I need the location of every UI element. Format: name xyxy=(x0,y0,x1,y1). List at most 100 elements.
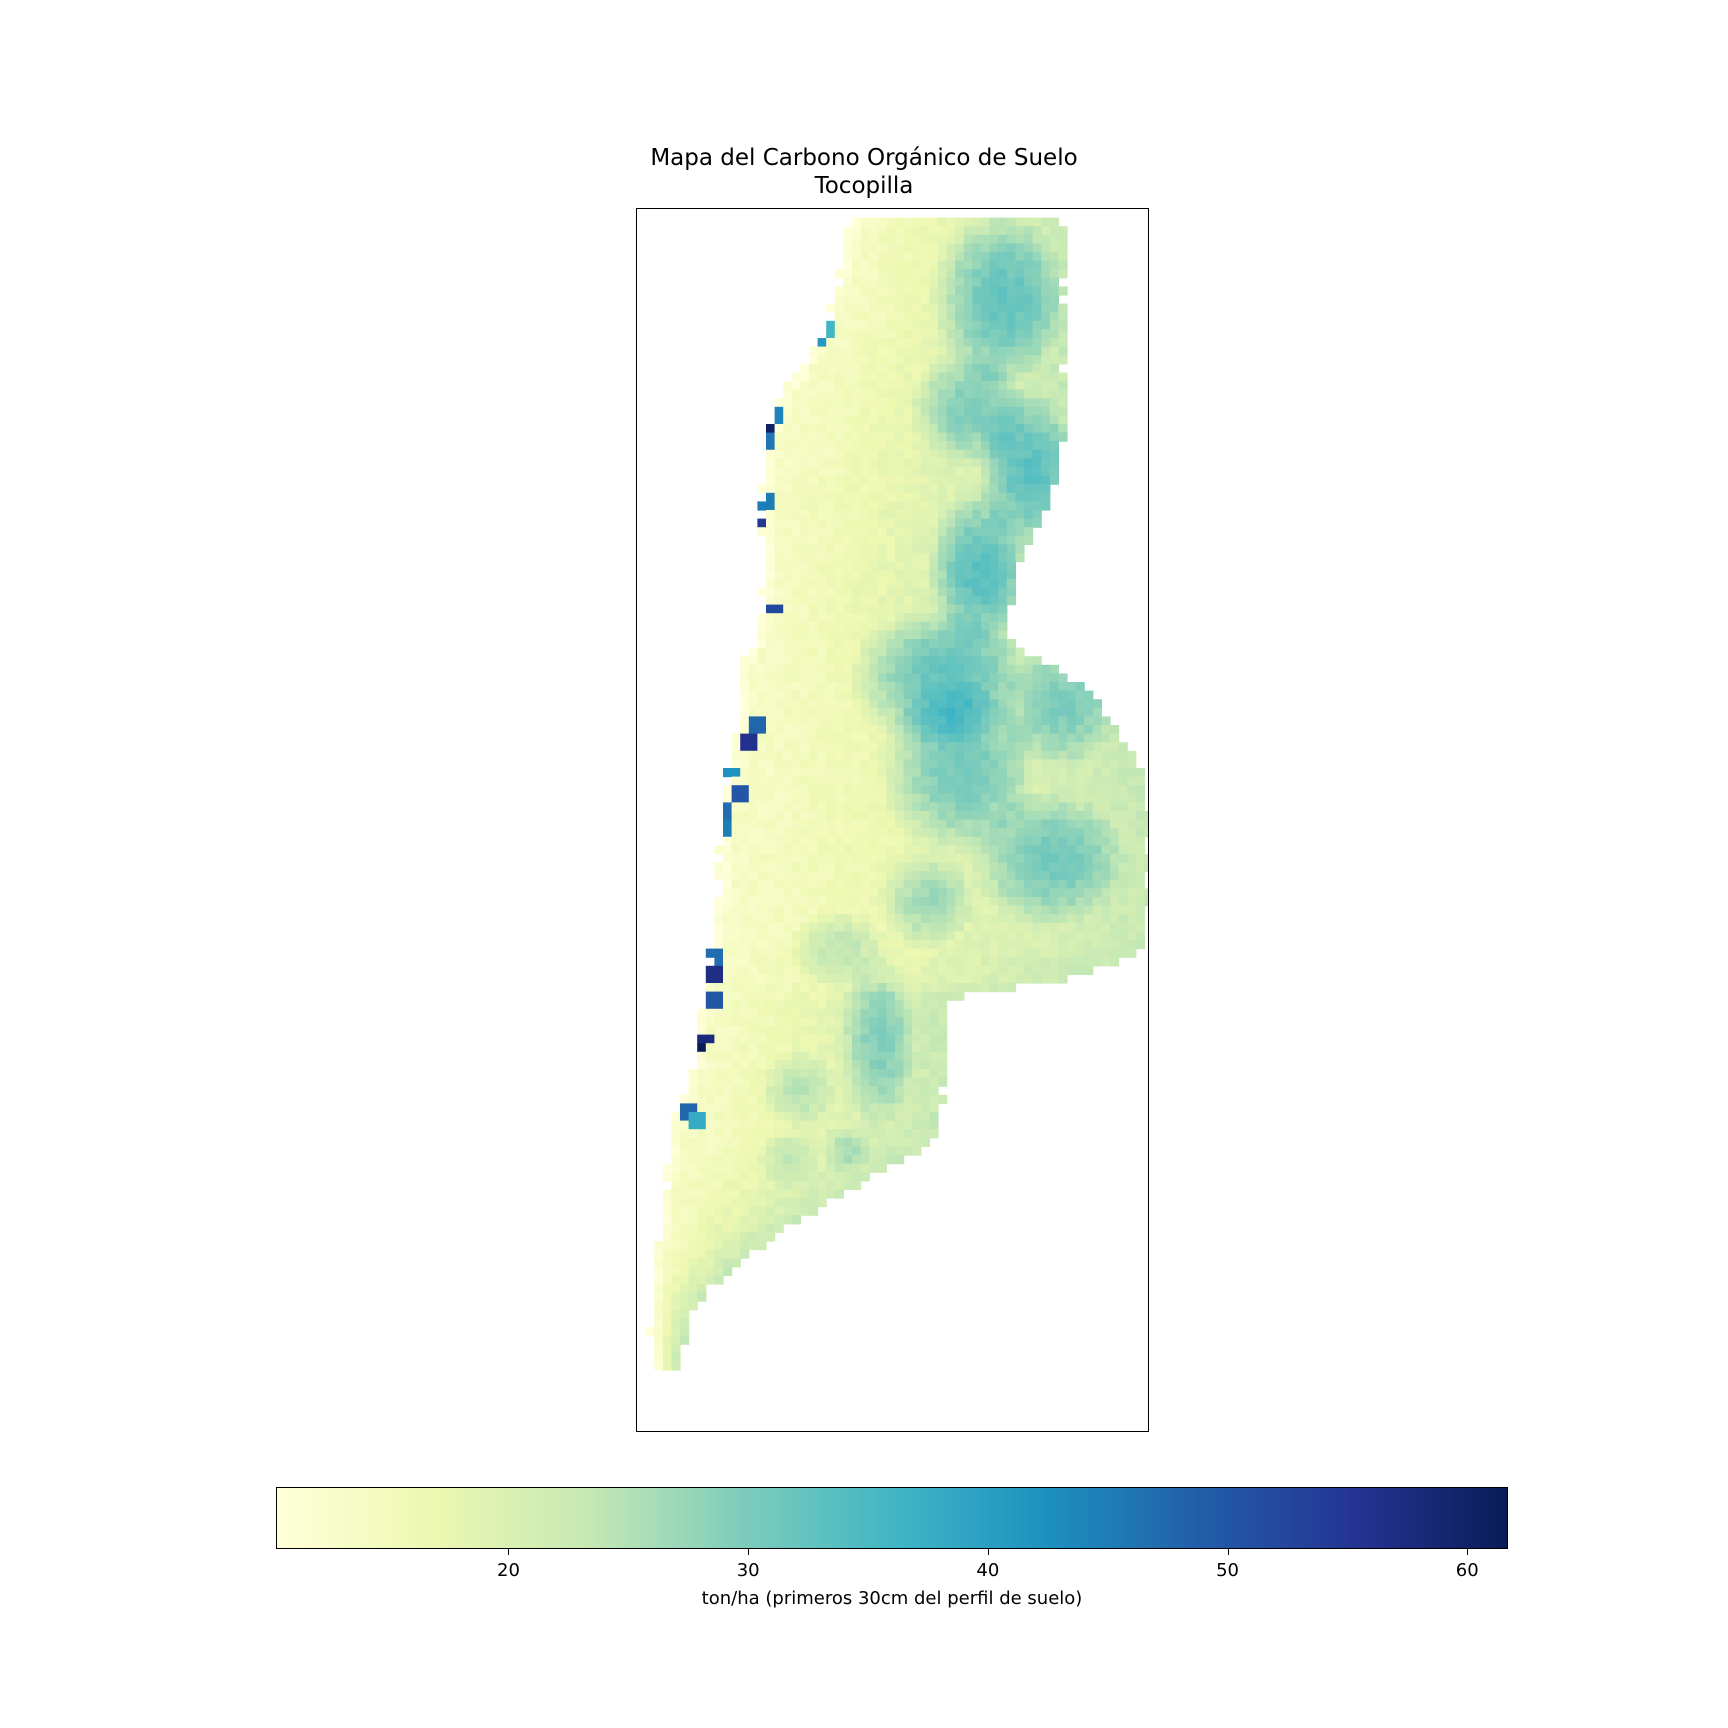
raster-cell xyxy=(697,1215,707,1225)
raster-cell xyxy=(757,897,767,907)
raster-cell xyxy=(688,1103,698,1113)
raster-cell xyxy=(774,1155,784,1165)
raster-cell xyxy=(852,1129,862,1139)
raster-cell xyxy=(662,1318,672,1328)
raster-cell xyxy=(998,234,1008,244)
raster-cell xyxy=(1058,845,1068,855)
raster-cell xyxy=(748,690,758,700)
raster-cell xyxy=(963,484,973,494)
raster-cell xyxy=(929,621,939,631)
raster-cell xyxy=(791,647,801,657)
raster-cell xyxy=(1127,914,1137,924)
raster-cell xyxy=(946,518,956,528)
raster-cell xyxy=(920,389,930,399)
raster-cell xyxy=(929,1112,939,1122)
raster-cell xyxy=(877,725,887,735)
raster-cell xyxy=(766,1163,776,1173)
raster-cell xyxy=(852,561,862,571)
raster-cell xyxy=(834,553,844,563)
raster-cell xyxy=(920,518,930,528)
raster-cell xyxy=(860,1069,870,1079)
raster-cell xyxy=(903,888,913,898)
raster-cell xyxy=(774,785,784,795)
raster-cell xyxy=(929,269,939,279)
raster-cell xyxy=(920,320,930,330)
raster-cell xyxy=(688,1284,698,1294)
raster-cell xyxy=(680,1172,690,1182)
raster-cell xyxy=(946,957,956,967)
raster-cell xyxy=(774,1172,784,1182)
raster-cell xyxy=(1075,682,1085,692)
raster-cell xyxy=(843,673,853,683)
raster-cell xyxy=(963,897,973,907)
raster-cell xyxy=(843,269,853,279)
raster-cell xyxy=(1006,768,1016,778)
raster-cell xyxy=(1015,656,1025,666)
raster-cell xyxy=(886,750,896,760)
raster-cell xyxy=(1075,897,1085,907)
raster-cell xyxy=(809,1120,819,1130)
raster-cell xyxy=(834,725,844,735)
raster-cell xyxy=(1058,974,1068,984)
raster-cell xyxy=(920,484,930,494)
raster-cell xyxy=(938,673,948,683)
raster-cell xyxy=(766,1223,776,1233)
raster-cell xyxy=(723,1026,733,1036)
raster-cell xyxy=(877,793,887,803)
raster-cell xyxy=(697,1292,707,1302)
raster-cell xyxy=(886,828,896,838)
raster-cell xyxy=(1049,854,1059,864)
raster-cell xyxy=(920,1034,930,1044)
raster-cell xyxy=(1032,699,1042,709)
raster-cell xyxy=(843,742,853,752)
raster-cell xyxy=(903,363,913,373)
raster-cell xyxy=(998,897,1008,907)
raster-cell xyxy=(946,596,956,606)
raster-cell xyxy=(981,854,991,864)
raster-cell xyxy=(912,492,922,502)
raster-cell xyxy=(938,879,948,889)
raster-cell xyxy=(740,1215,750,1225)
raster-cell xyxy=(955,406,965,416)
raster-cell xyxy=(1006,484,1016,494)
raster-cell xyxy=(1024,948,1034,958)
raster-cell xyxy=(860,845,870,855)
raster-cell xyxy=(1015,793,1025,803)
raster-cell xyxy=(731,785,741,795)
raster-cell xyxy=(946,441,956,451)
raster-cell xyxy=(886,303,896,313)
raster-cell xyxy=(895,381,905,391)
raster-cell xyxy=(1067,905,1077,915)
raster-cell xyxy=(963,647,973,657)
raster-cell xyxy=(869,527,879,537)
raster-cell xyxy=(998,922,1008,932)
raster-cell xyxy=(826,338,836,348)
raster-cell xyxy=(938,656,948,666)
raster-cell xyxy=(955,346,965,356)
raster-cell xyxy=(826,1008,836,1018)
raster-cell xyxy=(955,776,965,786)
raster-cell xyxy=(963,372,973,382)
raster-cell xyxy=(1041,329,1051,339)
raster-cell xyxy=(852,527,862,537)
raster-cell xyxy=(1075,931,1085,941)
raster-cell xyxy=(791,1026,801,1036)
raster-cell xyxy=(688,1232,698,1242)
raster-cell xyxy=(963,759,973,769)
raster-cell xyxy=(791,836,801,846)
raster-cell xyxy=(981,613,991,623)
raster-cell xyxy=(826,510,836,520)
raster-cell xyxy=(1101,940,1111,950)
raster-cell xyxy=(774,467,784,477)
raster-cell xyxy=(860,914,870,924)
raster-cell xyxy=(903,1103,913,1113)
raster-cell xyxy=(963,518,973,528)
raster-cell xyxy=(989,639,999,649)
raster-cell xyxy=(1135,819,1145,829)
raster-cell xyxy=(826,458,836,468)
raster-cell xyxy=(912,346,922,356)
raster-cell xyxy=(791,1198,801,1208)
raster-cell xyxy=(998,269,1008,279)
raster-cell xyxy=(731,1094,741,1104)
raster-cell xyxy=(774,725,784,735)
